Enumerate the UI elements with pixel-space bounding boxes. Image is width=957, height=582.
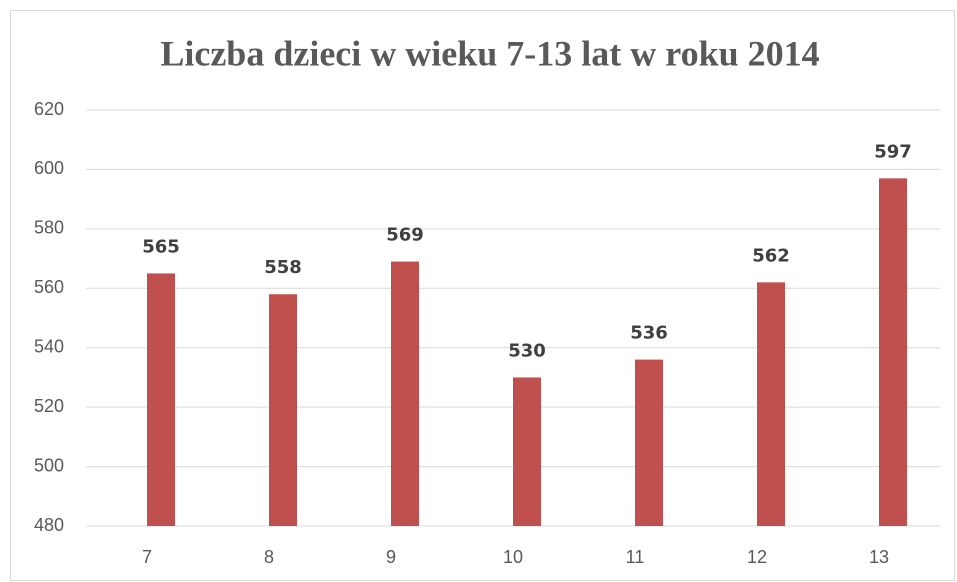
x-tick-label: 11 xyxy=(626,547,645,567)
x-tick-label: 9 xyxy=(386,547,396,567)
bar xyxy=(757,282,785,526)
y-tick-label: 580 xyxy=(34,218,64,238)
x-tick-label: 13 xyxy=(869,547,889,567)
y-tick-label: 600 xyxy=(34,158,64,178)
y-tick-label: 620 xyxy=(34,99,64,119)
bar xyxy=(269,294,297,526)
bar xyxy=(513,377,541,526)
chart-title: Liczba dzieci w wieku 7-13 lat w roku 20… xyxy=(160,33,819,73)
data-label: 536 xyxy=(630,323,668,344)
data-label: 597 xyxy=(874,141,912,162)
x-tick-label: 12 xyxy=(747,547,767,567)
bar xyxy=(391,261,419,526)
bar xyxy=(879,178,907,527)
bar xyxy=(635,359,663,526)
x-tick-label: 7 xyxy=(142,547,152,567)
data-label: 558 xyxy=(264,257,302,278)
bar xyxy=(147,273,175,526)
x-tick-label: 10 xyxy=(503,547,523,567)
y-tick-label: 480 xyxy=(34,515,64,535)
x-tick-label: 8 xyxy=(264,547,274,567)
data-label: 569 xyxy=(386,225,424,246)
data-label: 530 xyxy=(508,340,546,361)
y-tick-label: 520 xyxy=(34,396,64,416)
data-label: 565 xyxy=(142,236,180,257)
y-tick-label: 500 xyxy=(34,455,64,475)
data-label: 562 xyxy=(752,245,790,266)
y-tick-label: 560 xyxy=(34,277,64,297)
y-tick-label: 540 xyxy=(34,336,64,356)
